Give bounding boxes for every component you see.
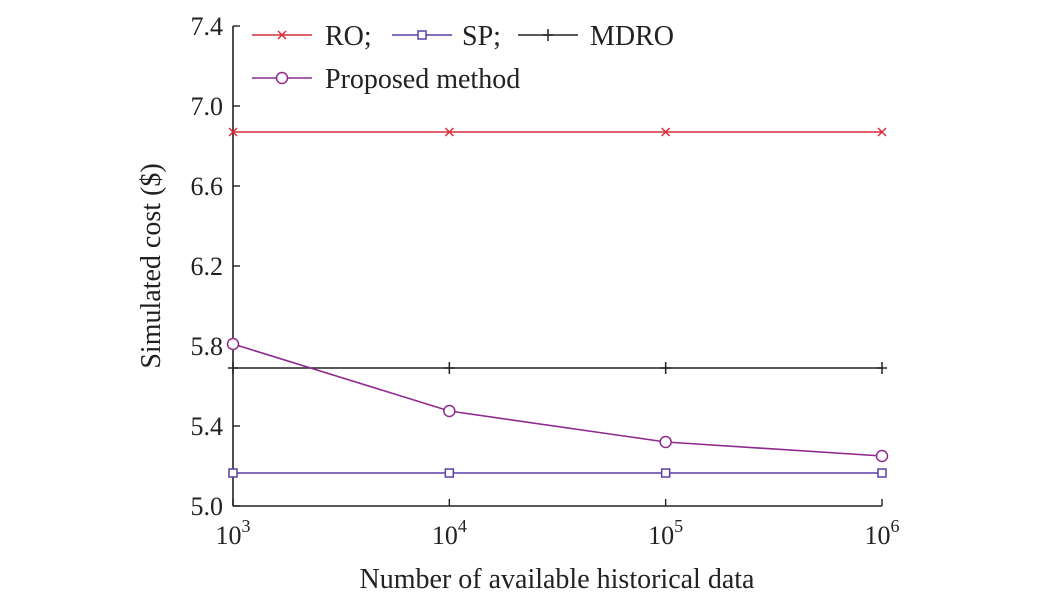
series-layer xyxy=(226,127,889,478)
data-point xyxy=(877,127,887,137)
data-point xyxy=(444,362,455,374)
x-tick-base: 10 xyxy=(865,521,891,550)
x-tick-label: 106 xyxy=(865,516,900,550)
legend-entry: Proposed method xyxy=(252,64,520,95)
series-2 xyxy=(228,362,887,374)
x-tick-label: 105 xyxy=(648,516,683,550)
x-tick-exponent: 3 xyxy=(242,516,251,536)
series-3 xyxy=(226,337,889,463)
data-point xyxy=(877,362,887,374)
legend-marker xyxy=(543,29,553,41)
legend-label: Proposed method xyxy=(325,64,520,95)
legend-marker xyxy=(417,30,427,40)
x-tick-base: 10 xyxy=(216,521,242,550)
y-tick-label: 5.4 xyxy=(191,412,224,441)
legend-marker xyxy=(275,71,289,85)
data-point xyxy=(226,337,240,351)
legend-entry: SP; xyxy=(392,21,501,52)
data-point xyxy=(228,468,238,478)
series-line xyxy=(232,343,883,457)
y-tick-label: 5.8 xyxy=(191,332,224,361)
x-tick-label: 103 xyxy=(216,516,251,550)
data-point xyxy=(228,362,238,374)
data-point xyxy=(444,468,455,478)
y-axis-ticks: 5.0 5.4 5.8 6.2 6.6 7.0 7.4 xyxy=(191,12,240,521)
legend-marker xyxy=(277,30,287,40)
data-point xyxy=(228,127,238,137)
data-point xyxy=(659,435,672,449)
legend: RO; SP; MDRO Proposed method xyxy=(252,21,674,95)
y-tick-label: 7.0 xyxy=(191,92,224,121)
legend-entry: RO; xyxy=(252,21,372,52)
data-point xyxy=(660,362,671,374)
x-tick-label: 104 xyxy=(432,516,467,550)
plot-frame xyxy=(232,26,882,507)
data-point xyxy=(875,449,889,463)
y-tick-label: 7.4 xyxy=(191,12,224,41)
y-tick-label: 6.2 xyxy=(191,252,224,281)
x-tick-exponent: 4 xyxy=(458,516,467,536)
data-point xyxy=(444,127,454,137)
y-axis-label: Simulated cost ($) xyxy=(136,163,167,368)
x-tick-exponent: 5 xyxy=(674,516,683,536)
legend-label: MDRO xyxy=(590,21,674,52)
legend-label: RO; xyxy=(325,21,372,52)
data-point xyxy=(661,127,671,137)
x-axis-ticks: 103 104 105 106 xyxy=(216,499,900,550)
x-axis-label: Number of available historical data xyxy=(360,564,756,595)
x-tick-exponent: 6 xyxy=(891,516,900,536)
series-1 xyxy=(228,468,887,478)
y-tick-label: 5.0 xyxy=(191,492,224,521)
x-tick-base: 10 xyxy=(432,521,458,550)
data-point xyxy=(443,404,456,418)
data-point xyxy=(660,468,671,478)
x-tick-base: 10 xyxy=(648,521,674,550)
legend-entry: MDRO xyxy=(518,21,674,52)
legend-label: SP; xyxy=(462,21,501,52)
series-0 xyxy=(228,127,887,137)
y-tick-label: 6.6 xyxy=(191,172,224,201)
data-point xyxy=(877,468,887,478)
